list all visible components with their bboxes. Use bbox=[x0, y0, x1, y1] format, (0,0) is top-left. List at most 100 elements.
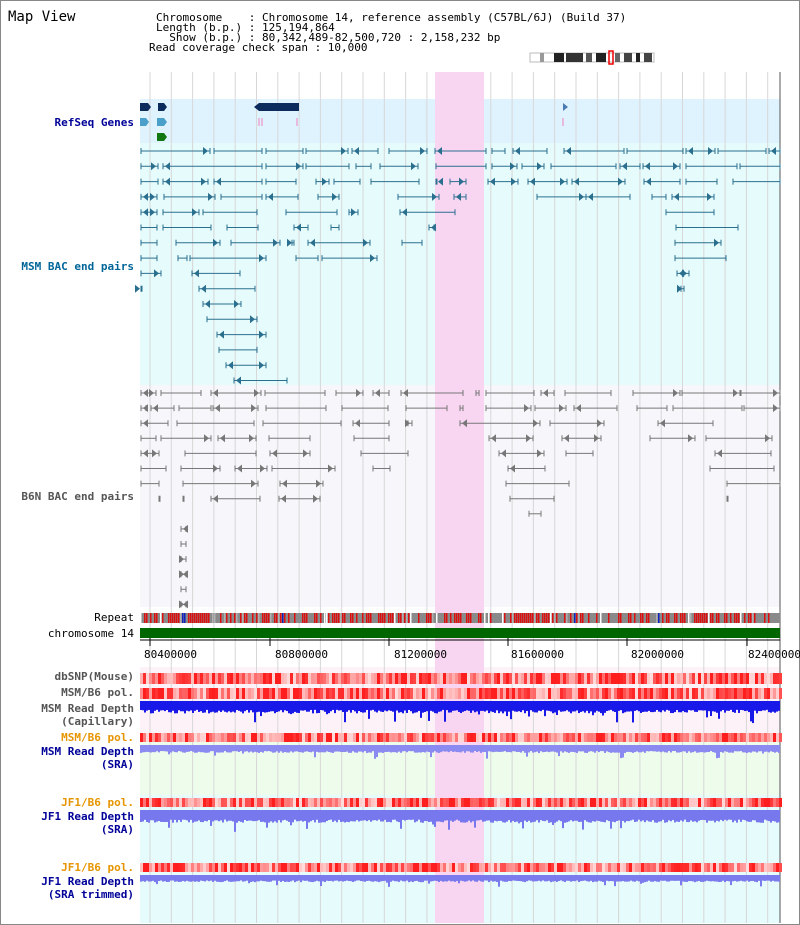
b6n-bac-pair-end bbox=[540, 390, 555, 396]
track-label-jf1-depth-sra[interactable]: JF1 Read Depth bbox=[41, 810, 134, 823]
msm-capillary-depth-bar bbox=[442, 701, 444, 710]
jf1-b6-pol-cell bbox=[428, 798, 431, 807]
msm-b6-pol-sra-cell bbox=[155, 733, 158, 742]
msm-capillary-depth-bar bbox=[482, 701, 484, 711]
jf1-b6-pol-cell bbox=[533, 798, 536, 807]
b6n-bac-pair-marker bbox=[213, 494, 218, 503]
msm-sra-depth-bar bbox=[696, 745, 698, 753]
msm-bac-pair-marker bbox=[560, 177, 565, 186]
jf1-trimmed-depth-bar bbox=[770, 875, 772, 882]
msm-b6-pol-sra-cell bbox=[368, 733, 371, 742]
jf1-sra-depth-bar bbox=[270, 810, 272, 822]
jf1-b6-pol-cell bbox=[308, 798, 311, 807]
msm-capillary-depth-bar bbox=[358, 701, 360, 712]
jf1-trimmed-depth-bar bbox=[236, 875, 238, 882]
jf1-sra-depth-bar bbox=[224, 810, 226, 820]
track-label-refseq[interactable]: RefSeq Genes bbox=[54, 116, 134, 129]
jf1-trimmed-depth-bar bbox=[538, 875, 540, 881]
repeat-segment bbox=[576, 613, 578, 623]
dbsnp-cell bbox=[464, 673, 467, 684]
jf1-b6-pol-trimmed-cell bbox=[671, 863, 674, 872]
jf1-trimmed-depth-bar bbox=[410, 875, 412, 882]
track-label-msm-b6-pol-2[interactable]: MSM/B6 pol. bbox=[61, 731, 134, 744]
msm-capillary-depth-bar bbox=[250, 701, 252, 711]
msm-b6-pol-cell bbox=[722, 688, 725, 699]
track-label-msm-bac[interactable]: MSM BAC end pairs bbox=[21, 260, 134, 273]
msm-capillary-depth-bar bbox=[244, 701, 246, 712]
b6n-bac-pair-end bbox=[210, 495, 261, 502]
jf1-sra-depth-bar bbox=[410, 810, 412, 820]
msm-sra-depth-bar bbox=[332, 745, 334, 753]
msm-capillary-depth-bar bbox=[704, 701, 706, 711]
msm-capillary-depth-bar bbox=[370, 701, 372, 711]
jf1-b6-pol-trimmed-cell bbox=[407, 863, 410, 872]
msm-b6-pol-cell bbox=[764, 688, 767, 699]
msm-b6-pol-cell bbox=[479, 688, 482, 699]
msm-b6-pol-sra-cell bbox=[185, 733, 188, 742]
msm-b6-pol-cell bbox=[281, 688, 284, 699]
repeat-segment bbox=[648, 613, 650, 623]
msm-bac-pair-end bbox=[626, 148, 684, 154]
jf1-b6-pol-cell bbox=[362, 798, 365, 807]
b6n-bac-pair-end bbox=[709, 465, 775, 472]
jf1-b6-pol-trimmed-cell bbox=[569, 863, 572, 872]
b6n-bac-pair-marker bbox=[462, 419, 467, 428]
msm-bac-pair-marker bbox=[370, 254, 375, 263]
msm-bac-pair-end bbox=[265, 178, 297, 185]
jf1-b6-pol-cell bbox=[272, 798, 275, 807]
jf1-trimmed-depth-bar bbox=[682, 875, 684, 882]
jf1-trimmed-depth-bar bbox=[160, 875, 162, 881]
msm-b6-pol-sra-cell bbox=[206, 733, 209, 742]
msm-capillary-depth-bar bbox=[236, 701, 238, 711]
msm-b6-pol-cell bbox=[245, 688, 248, 699]
msm-capillary-depth-bar bbox=[394, 701, 396, 722]
msm-capillary-depth-bar bbox=[282, 701, 284, 713]
track-label-dbsnp[interactable]: dbSNP(Mouse) bbox=[54, 670, 134, 683]
jf1-b6-pol-trimmed-cell bbox=[380, 863, 383, 872]
msm-b6-pol-cell bbox=[635, 688, 638, 699]
msm-b6-pol-sra-cell bbox=[722, 733, 725, 742]
ideogram-position-marker bbox=[608, 50, 614, 65]
jf1-trimmed-depth-bar bbox=[448, 875, 450, 881]
msm-capillary-depth-bar bbox=[688, 701, 690, 711]
track-label-jf1-depth-trimmed[interactable]: JF1 Read Depth bbox=[41, 875, 134, 888]
msm-capillary-depth-bar bbox=[600, 701, 602, 714]
msm-b6-pol-sra-cell bbox=[173, 733, 176, 742]
track-label-jf1-b6-pol[interactable]: JF1/B6 pol. bbox=[61, 796, 134, 809]
track-label-msm-b6-pol[interactable]: MSM/B6 pol. bbox=[61, 686, 134, 699]
jf1-sra-depth-bar bbox=[746, 810, 748, 822]
jf1-b6-pol-cell bbox=[224, 798, 227, 807]
jf1-sra-depth-bar bbox=[776, 810, 778, 823]
jf1-b6-pol-cell bbox=[659, 798, 662, 807]
jf1-b6-pol-cell bbox=[281, 798, 284, 807]
dbsnp-cell bbox=[296, 673, 299, 684]
msm-sra-depth-bar bbox=[620, 745, 622, 759]
jf1-b6-pol-cell bbox=[704, 798, 707, 807]
track-label-msm-depth-capillary[interactable]: MSM Read Depth bbox=[41, 702, 134, 715]
msm-b6-pol-cell bbox=[236, 688, 239, 699]
repeat-segment bbox=[336, 613, 338, 623]
jf1-trimmed-depth-bar bbox=[224, 875, 226, 882]
jf1-trimmed-depth-bar bbox=[466, 875, 468, 882]
jf1-trimmed-depth-bar bbox=[774, 875, 776, 882]
msm-b6-pol-sra-cell bbox=[320, 733, 323, 742]
msm-b6-pol-sra-cell bbox=[764, 733, 767, 742]
b6n-bac-pair-end bbox=[726, 480, 781, 487]
jf1-sra-depth-bar bbox=[660, 810, 662, 822]
b6n-bac-pair-end bbox=[140, 450, 160, 457]
track-label-msm-depth-sra[interactable]: MSM Read Depth bbox=[41, 745, 134, 758]
repeat-segment bbox=[212, 613, 214, 623]
track-label-jf1-b6-pol-2[interactable]: JF1/B6 pol. bbox=[61, 861, 134, 874]
repeat-segment bbox=[704, 613, 706, 623]
jf1-trimmed-depth-bar bbox=[462, 875, 464, 882]
jf1-trimmed-depth-bar bbox=[578, 875, 580, 883]
jf1-sra-depth-bar bbox=[630, 810, 632, 821]
jf1-b6-pol-trimmed-cell bbox=[401, 863, 404, 872]
jf1-b6-pol-cell bbox=[650, 798, 653, 807]
track-label-b6n-bac[interactable]: B6N BAC end pairs bbox=[21, 490, 134, 503]
jf1-b6-pol-cell bbox=[575, 798, 578, 807]
b6n-bac-pair-end bbox=[505, 480, 570, 487]
msm-sra-depth-bar bbox=[564, 745, 566, 752]
jf1-b6-pol-cell bbox=[236, 798, 239, 807]
